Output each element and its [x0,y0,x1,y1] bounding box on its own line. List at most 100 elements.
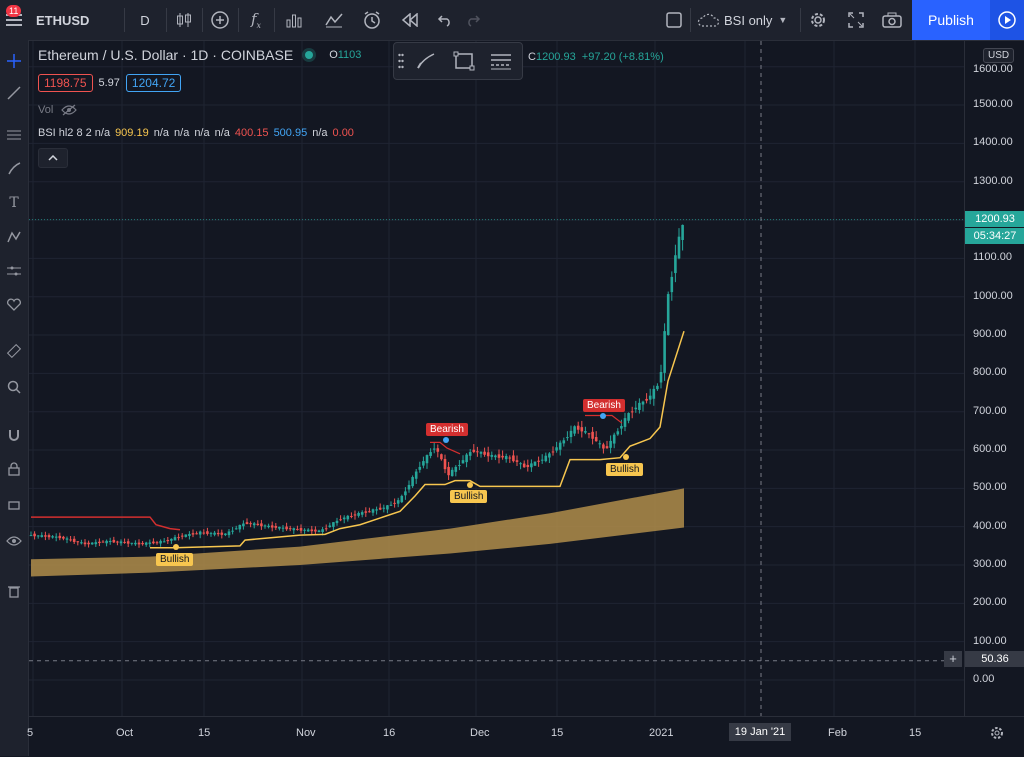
prediction-tool[interactable] [0,260,28,282]
candle-body [33,533,36,537]
candle-body [648,395,652,400]
layout-button[interactable] [662,0,686,40]
currency-button[interactable]: USD [983,48,1015,63]
visibility-tool[interactable] [0,530,28,552]
shapes-tool[interactable] [0,294,28,316]
compare-lines-button[interactable] [320,0,348,40]
candle-body [652,388,656,399]
undo-button[interactable] [432,0,458,40]
collapse-legend-button[interactable] [38,148,68,168]
candle-body [479,451,483,454]
fullscreen-button[interactable] [842,0,870,40]
candle-body [256,523,260,526]
bid-price[interactable]: 1198.75 [38,74,93,92]
templates-button[interactable] [280,0,308,40]
candle-body [173,537,177,541]
candle-body [317,530,321,533]
zoom-tool[interactable] [0,376,28,398]
candle-body [141,542,144,545]
price-chart[interactable] [29,41,964,716]
measure-tool[interactable] [0,340,28,362]
hide-tool[interactable] [0,492,28,514]
redo-button[interactable] [460,0,486,40]
signal-dot [600,413,606,419]
candle-body [537,460,540,462]
eye-off-icon[interactable] [61,104,78,116]
candle-body [177,537,180,539]
lock-tool[interactable] [0,458,28,480]
publish-button[interactable]: Publish [912,0,990,40]
chart-pane[interactable] [29,41,964,716]
candle-body [357,512,360,516]
snapshot-button[interactable] [878,0,906,40]
publish-label: Publish [928,12,974,28]
time-tick-label: 15 [198,727,211,739]
candle-body [630,411,634,413]
notification-badge[interactable]: 11 [6,5,22,17]
candle-body [191,533,195,535]
text-tool[interactable]: T [0,192,28,214]
delete-tool[interactable] [0,580,28,602]
price-tick-label: 1500.00 [973,98,1013,111]
chart-type-button[interactable] [170,0,198,40]
crosshair-tool[interactable] [0,50,28,72]
play-button[interactable] [990,0,1024,40]
drag-handle[interactable] [398,52,404,70]
candle-body [216,532,220,535]
symbol-search[interactable]: ETHUSD [36,0,116,40]
magnet-tool[interactable] [0,424,28,446]
legend-title[interactable]: Ethereum / U.S. Dollar · 1D · COINBASE [38,47,294,63]
candle-body [98,541,101,544]
last-price-label: 1200.93 [965,211,1024,227]
replay-button[interactable] [396,0,424,40]
candle-body [522,463,526,468]
fib-tool[interactable] [0,124,28,146]
candle-body [454,466,458,472]
indicator-name[interactable]: BSI [38,127,56,139]
brush-style-button[interactable] [412,48,440,74]
compare-button[interactable] [206,0,234,40]
candle-body [321,529,324,532]
ask-price[interactable]: 1204.72 [125,74,182,92]
candle-body [342,517,346,520]
candle-body [184,534,188,537]
lock-icon [8,462,20,476]
rectangle-button[interactable] [450,48,478,74]
indicators-button[interactable]: fx [242,0,270,40]
settings-button[interactable] [804,0,832,40]
trend-line-tool[interactable] [0,82,28,104]
close-label: C [528,51,536,63]
spread-value: 5.97 [98,77,120,89]
candle-body [656,385,659,390]
candle-body [422,461,425,466]
alert-button[interactable] [358,0,386,40]
candle-body [101,541,105,543]
candle-body [623,418,627,427]
candle-body [112,539,116,543]
candle-body [195,533,198,535]
candle-body [432,448,436,450]
candle-body [504,456,508,460]
price-tick-label: 800.00 [973,366,1007,379]
brush-tool[interactable] [0,158,28,180]
candle-body [339,519,342,521]
price-tick-label: 100.00 [973,634,1007,647]
pattern-tool[interactable] [0,226,28,248]
candle-body [346,515,350,520]
candle-body [144,542,148,545]
price-axis[interactable]: USD 1600.001500.001400.001300.001200.001… [964,41,1024,716]
add-alert-button[interactable]: + [944,651,962,667]
price-tick-label: 300.00 [973,558,1007,570]
cloud-label: BSI only [724,12,773,28]
axis-settings-button[interactable] [987,723,1007,743]
cloud-layout-button[interactable]: BSI only ▼ [696,0,796,40]
legend-title-row: Ethereum / U.S. Dollar · 1D · COINBASE O… [38,47,361,63]
candle-body [530,463,533,468]
candle-body [80,542,83,544]
candle-body [292,528,296,531]
lines-style-button[interactable] [486,48,516,74]
price-tick-label: 200.00 [973,596,1007,609]
text-icon: T [9,195,19,211]
interval-button[interactable]: D [130,0,160,40]
time-axis[interactable]: 5Oct15Nov16Dec15202115Feb15 19 Jan '21 [27,716,1024,757]
